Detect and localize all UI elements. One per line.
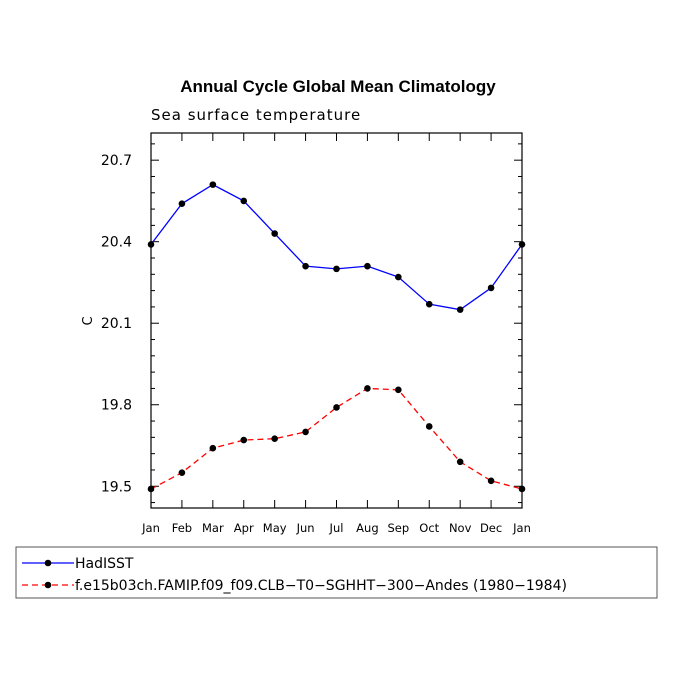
data-point-0 [178,200,186,207]
x-tick-label: Jan [141,521,160,535]
plot-frame [150,132,523,509]
data-point-0 [271,230,278,237]
y-tick-label: 20.4 [101,235,132,251]
legend-box [15,546,658,599]
legend-marker-1 [44,581,52,589]
x-tick-label: Aug [356,521,378,535]
chart-title: Annual Cycle Global Mean Climatology [180,77,496,96]
data-point-1 [333,404,340,411]
y-tick-label: 20.7 [101,153,132,169]
data-point-1 [302,428,309,436]
data-point-0 [240,197,248,205]
data-point-0 [364,262,371,270]
data-point-0 [209,181,217,188]
y-tick-label: 19.8 [101,398,132,414]
data-point-1 [271,435,278,443]
legend-marker-0 [44,559,52,567]
data-point-1 [395,386,402,394]
x-tick-label: Mar [202,521,224,535]
x-tick-label: Feb [172,521,192,535]
data-point-1 [209,444,217,452]
x-tick-label: Nov [449,521,472,535]
x-tick-label: Jul [329,521,344,535]
series-line-0 [150,183,523,311]
data-point-1 [425,423,433,430]
x-tick-label: Jun [296,521,315,535]
x-tick-label: Apr [234,521,254,535]
x-tick-label: Oct [419,521,439,535]
y-tick-label: 20.1 [101,316,132,332]
x-tick-label: Jan [512,521,531,535]
data-point-0 [487,284,495,292]
x-tick-label: May [263,521,287,535]
legend-label-0: HadISST [75,556,134,572]
ticks-layer: 19.5 19.8 20.1 20.4 20.7 Jan Feb Mar Apr May Jun Ju… [101,133,531,535]
data-point-0 [456,306,464,313]
data-point-1 [487,477,495,485]
series-line-1 [150,387,523,490]
data-point-1 [456,458,464,466]
data-point-1 [240,436,248,444]
data-point-0 [333,265,340,273]
data-point-1 [364,385,371,392]
data-point-0 [302,262,309,270]
legend-label-1: f.e15b03ch.FAMIP.f09_f09.CLB−T0−SGHHT−30… [75,578,567,594]
y-axis-label: C [81,316,96,325]
x-tick-label: Sep [387,521,409,535]
chart-subtitle: Sea surface temperature [151,106,361,124]
data-point-0 [425,300,433,308]
data-point-1 [178,469,186,476]
legend: HadISST f.e15b03ch.FAMIP.f09_f09.CLB−T0−S… [15,546,658,599]
x-tick-label: Dec [480,521,502,535]
data-point-0 [395,273,402,281]
y-tick-label: 19.5 [101,479,132,495]
series-layer [147,181,526,493]
